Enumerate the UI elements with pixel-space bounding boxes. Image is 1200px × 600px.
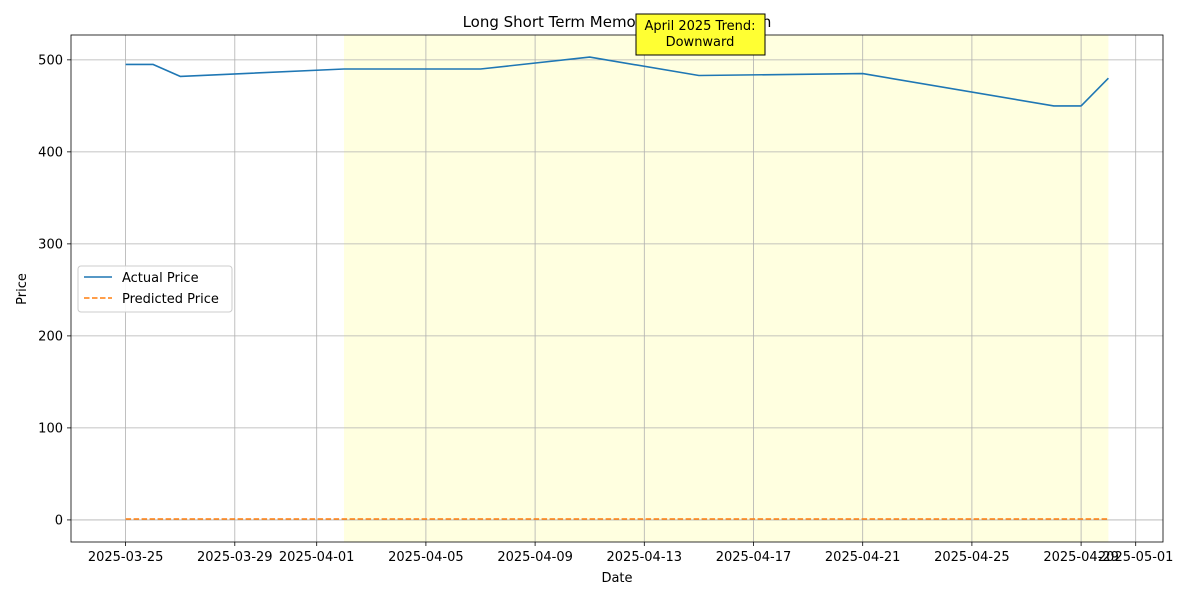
x-tick-label: 2025-04-05 xyxy=(388,550,464,565)
y-tick-label: 100 xyxy=(38,421,63,436)
x-tick-label: 2025-04-25 xyxy=(934,550,1010,565)
shaded-region-layer xyxy=(344,35,1109,542)
annotation-line-2: Downward xyxy=(666,35,735,50)
legend-label-actual: Actual Price xyxy=(122,271,199,286)
y-axis-ticks: 0 100 200 300 400 500 xyxy=(38,53,71,528)
y-tick-label: 200 xyxy=(38,329,63,344)
y-tick-label: 300 xyxy=(38,237,63,252)
x-tick-label: 2025-04-17 xyxy=(716,550,792,565)
grid-layer xyxy=(71,35,1163,542)
x-tick-label: 2025-04-29 xyxy=(1043,550,1119,565)
series-line-actual-price xyxy=(125,56,1109,107)
x-tick-label: 2025-03-29 xyxy=(197,550,273,565)
series-layer xyxy=(125,56,1109,520)
x-tick-label: 2025-04-13 xyxy=(607,550,683,565)
x-tick-label: 2025-05-01 xyxy=(1098,550,1174,565)
x-tick-label: 2025-04-01 xyxy=(279,550,355,565)
x-tick-label: 2025-04-09 xyxy=(497,550,573,565)
legend: Actual Price Predicted Price xyxy=(77,265,233,313)
y-tick-label: 500 xyxy=(38,53,63,68)
plot-frame xyxy=(70,34,1164,543)
trend-annotation: April 2025 Trend: Downward xyxy=(635,13,766,56)
annotation-line-1: April 2025 Trend: xyxy=(644,19,755,34)
shaded-highlight-region xyxy=(344,35,1109,542)
x-axis-ticks: 2025-03-25 2025-03-29 2025-04-01 2025-04-05… xyxy=(88,542,1174,565)
legend-box xyxy=(77,265,233,313)
annotation-background xyxy=(635,13,766,56)
x-tick-label: 2025-03-25 xyxy=(88,550,164,565)
legend-label-predicted: Predicted Price xyxy=(122,292,219,307)
x-axis-label: Date xyxy=(601,571,632,586)
x-tick-label: 2025-04-21 xyxy=(825,550,901,565)
y-tick-label: 400 xyxy=(38,145,63,160)
y-tick-label: 0 xyxy=(55,513,63,528)
y-axis-label: Price xyxy=(15,273,30,305)
